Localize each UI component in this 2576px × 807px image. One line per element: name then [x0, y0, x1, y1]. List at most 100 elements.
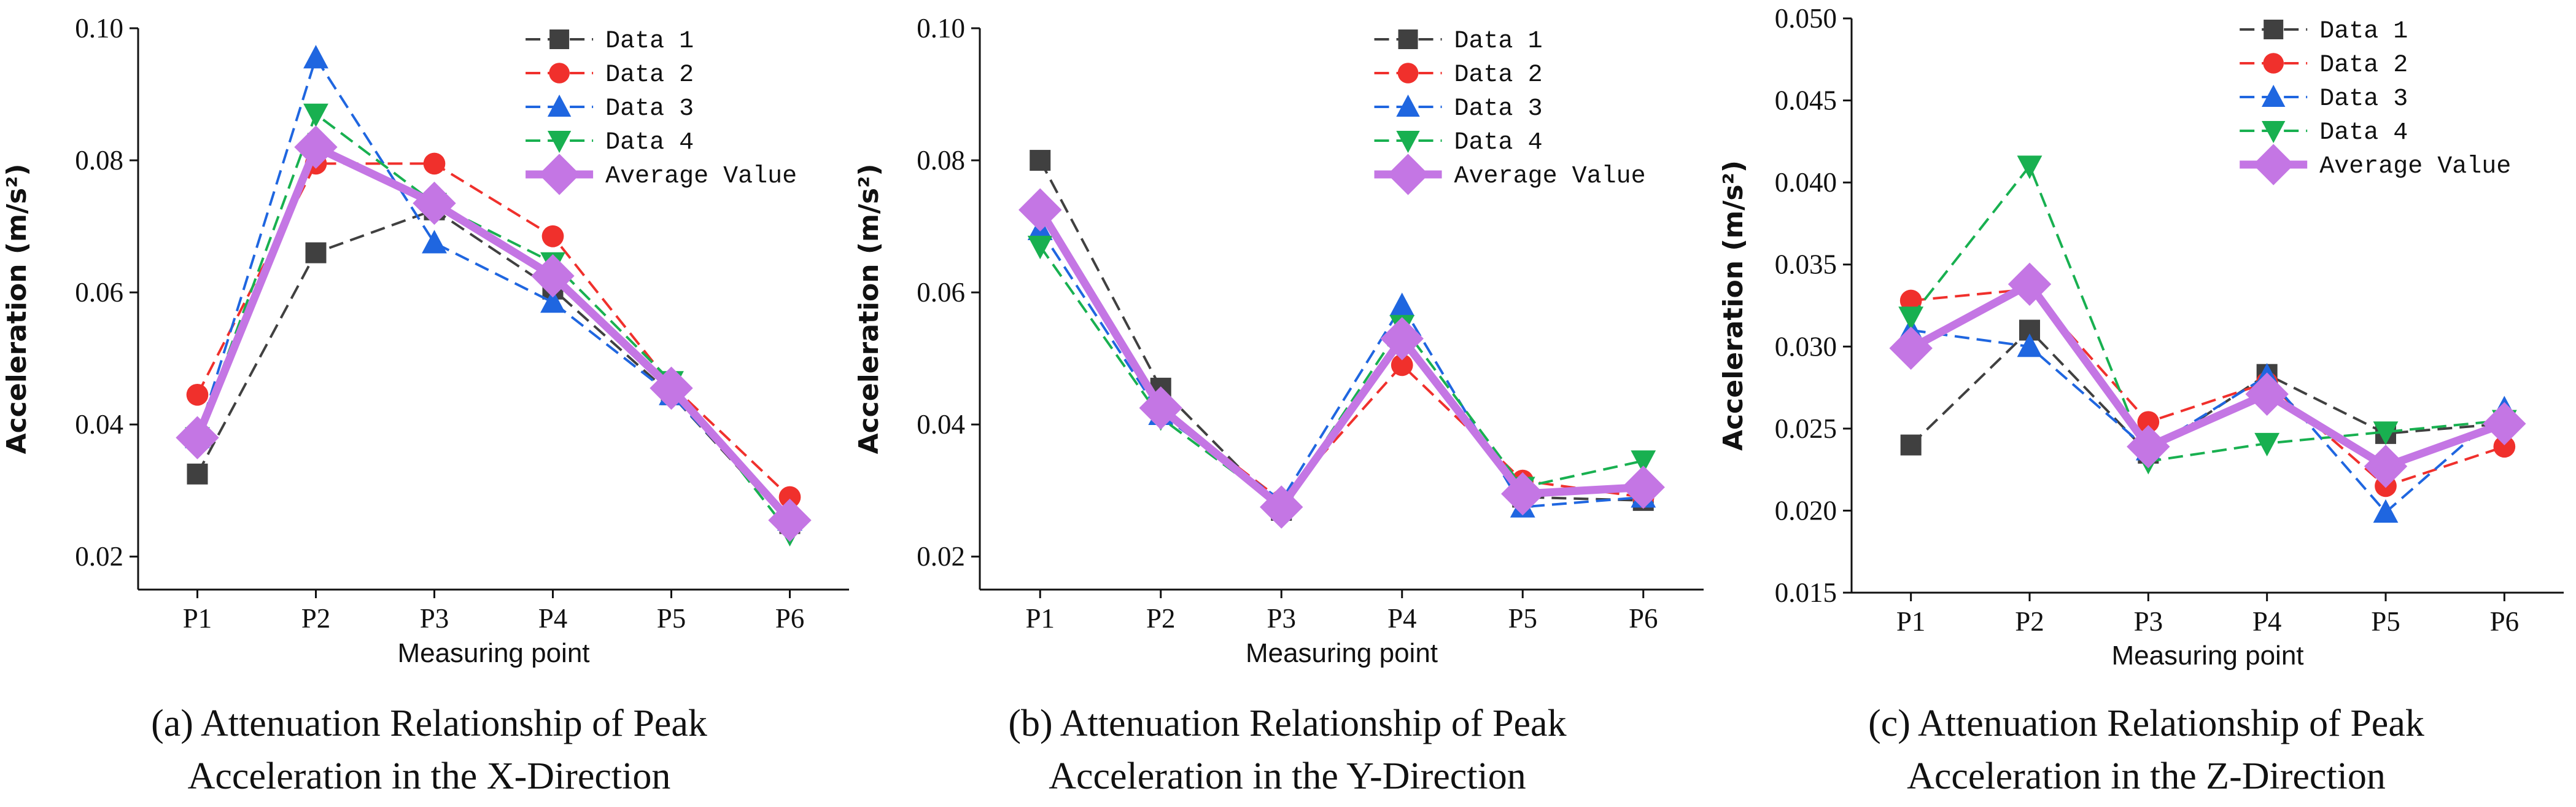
data-point-data-3: [2017, 333, 2043, 357]
data-point-average-value: [2483, 402, 2526, 446]
data-point-data-1: [1030, 150, 1051, 171]
series-data-3: [1027, 216, 1656, 518]
series-data-2: [1899, 278, 2516, 497]
x-tick-label: P1: [1896, 606, 1926, 637]
legend-marker: [547, 131, 572, 153]
x-tick-label: P1: [183, 603, 212, 634]
x-tick-label: P5: [1508, 603, 1537, 634]
axes: [137, 28, 849, 591]
legend: Data 1 Data 2 Data 3 Data 4 Average Value: [526, 28, 797, 195]
data-point-average-value: [2364, 445, 2408, 488]
legend: Data 1 Data 2 Data 3 Data 4 Average Value: [2240, 18, 2511, 185]
data-point-data-3: [1389, 292, 1415, 316]
legend-label: Data 2: [605, 61, 694, 89]
series-line-data-1: [1910, 329, 2505, 454]
series-data-1: [187, 199, 801, 534]
x-tick-label: P6: [2490, 606, 2520, 637]
legend-label: Data 3: [1454, 95, 1543, 123]
data-point-average-value: [1889, 326, 1933, 370]
series-average-value: [176, 125, 812, 542]
caption-x-direction: (a) Attenuation Relationship of Peak Acc…: [0, 697, 858, 803]
series-data-1: [1030, 150, 1654, 521]
x-axis-label: Measuring point: [2111, 641, 2303, 671]
x-ticks: P1 P2 P3 P4 P5 P6: [1025, 590, 1658, 634]
x-tick-label: P6: [1629, 603, 1658, 634]
series-line-data-3: [1039, 228, 1643, 509]
data-point-data-1: [305, 242, 327, 263]
data-point-average-value: [2127, 425, 2170, 469]
x-tick-label: P2: [1146, 603, 1176, 634]
data-point-data-2: [1899, 289, 1922, 312]
data-point-data-2: [541, 225, 564, 248]
data-point-data-2: [2493, 435, 2516, 458]
series-line-data-1: [1039, 160, 1643, 512]
data-point-data-4: [2254, 432, 2280, 457]
caption-line-1: (b) Attenuation Relationship of Peak: [1008, 703, 1567, 744]
data-point-data-4: [1631, 450, 1656, 474]
x-tick-label: P4: [538, 603, 568, 634]
x-tick-label: P5: [2371, 606, 2400, 637]
legend-marker: [1387, 154, 1429, 195]
series-line-data-4: [1039, 245, 1644, 509]
data-point-data-4: [1898, 306, 1924, 330]
data-point-data-2: [2137, 411, 2160, 434]
series-line-average-value: [1036, 208, 1644, 512]
series-line-data-4: [1910, 165, 2505, 463]
series-line-data-3: [196, 57, 791, 521]
x-tick-label: P4: [1387, 603, 1417, 634]
y-axis-label: Acceleration (m/s²): [853, 164, 885, 454]
axes: [1850, 18, 2564, 594]
x-tick-label: P1: [1025, 603, 1055, 634]
legend-label: Data 1: [1454, 28, 1543, 55]
y-tick-label: 0.04: [917, 409, 965, 440]
y-tick-label: 0.08: [75, 145, 123, 176]
series-line-average-value: [1909, 280, 2506, 470]
legend-marker: [2262, 121, 2286, 143]
x-axis-label: Measuring point: [397, 638, 589, 668]
y-ticks: 0.02 0.04 0.06 0.08 0.10: [917, 13, 980, 572]
x-tick-label: P3: [2134, 606, 2163, 637]
series-data-1: [1900, 319, 2515, 464]
chart-x-direction: 0.02 0.04 0.06 0.08 0.10 P1 P2 P3 P4 P5 P6 Measurin…: [1, 13, 849, 668]
caption-line-2: Acceleration in the Y-Direction: [1049, 755, 1526, 797]
data-point-data-3: [422, 230, 447, 254]
data-point-data-1: [187, 463, 208, 485]
legend-label: Average Value: [605, 163, 797, 190]
legend-marker: [549, 29, 570, 49]
data-point-average-value: [531, 254, 575, 298]
series-data-3: [185, 45, 802, 531]
legend-label: Data 1: [605, 28, 694, 55]
data-point-average-value: [650, 366, 693, 410]
legend-label: Data 1: [2319, 18, 2408, 45]
caption-line-1: (c) Attenuation Relationship of Peak: [1868, 703, 2424, 744]
data-point-average-value: [1621, 466, 1665, 509]
data-point-data-4: [2373, 421, 2399, 445]
data-point-data-3: [2373, 499, 2399, 523]
caption-line-2: Acceleration in the Z-Direction: [1907, 755, 2386, 797]
axes: [979, 28, 1704, 591]
y-tick-label: 0.040: [1775, 167, 1837, 198]
y-tick-label: 0.10: [917, 13, 965, 44]
legend-marker: [1397, 63, 1419, 84]
legend-marker: [2252, 144, 2294, 185]
legend-label: Data 3: [605, 95, 694, 123]
data-point-data-4: [2017, 155, 2043, 179]
legend-marker: [538, 154, 580, 195]
x-tick-label: P2: [2015, 606, 2044, 637]
data-point-data-3: [540, 289, 565, 313]
y-ticks: 0.015 0.020 0.025 0.030 0.035 0.040 0.045 0.050: [1775, 3, 1852, 608]
y-tick-label: 0.02: [917, 541, 965, 572]
data-point-data-2: [778, 486, 801, 509]
legend-label: Data 4: [2319, 119, 2408, 147]
data-point-average-value: [2245, 372, 2289, 416]
legend-marker: [2264, 20, 2284, 39]
series-line-average-value: [193, 143, 793, 523]
chart-z-direction: 0.015 0.020 0.025 0.030 0.035 0.040 0.045 0.050…: [1718, 3, 2564, 671]
data-point-average-value: [294, 125, 338, 169]
legend-label: Average Value: [2319, 153, 2511, 181]
data-point-data-4: [1027, 235, 1053, 260]
series-average-value: [1018, 188, 1665, 529]
legend-marker: [547, 95, 572, 117]
data-point-data-2: [186, 383, 209, 406]
y-tick-label: 0.06: [917, 277, 965, 308]
